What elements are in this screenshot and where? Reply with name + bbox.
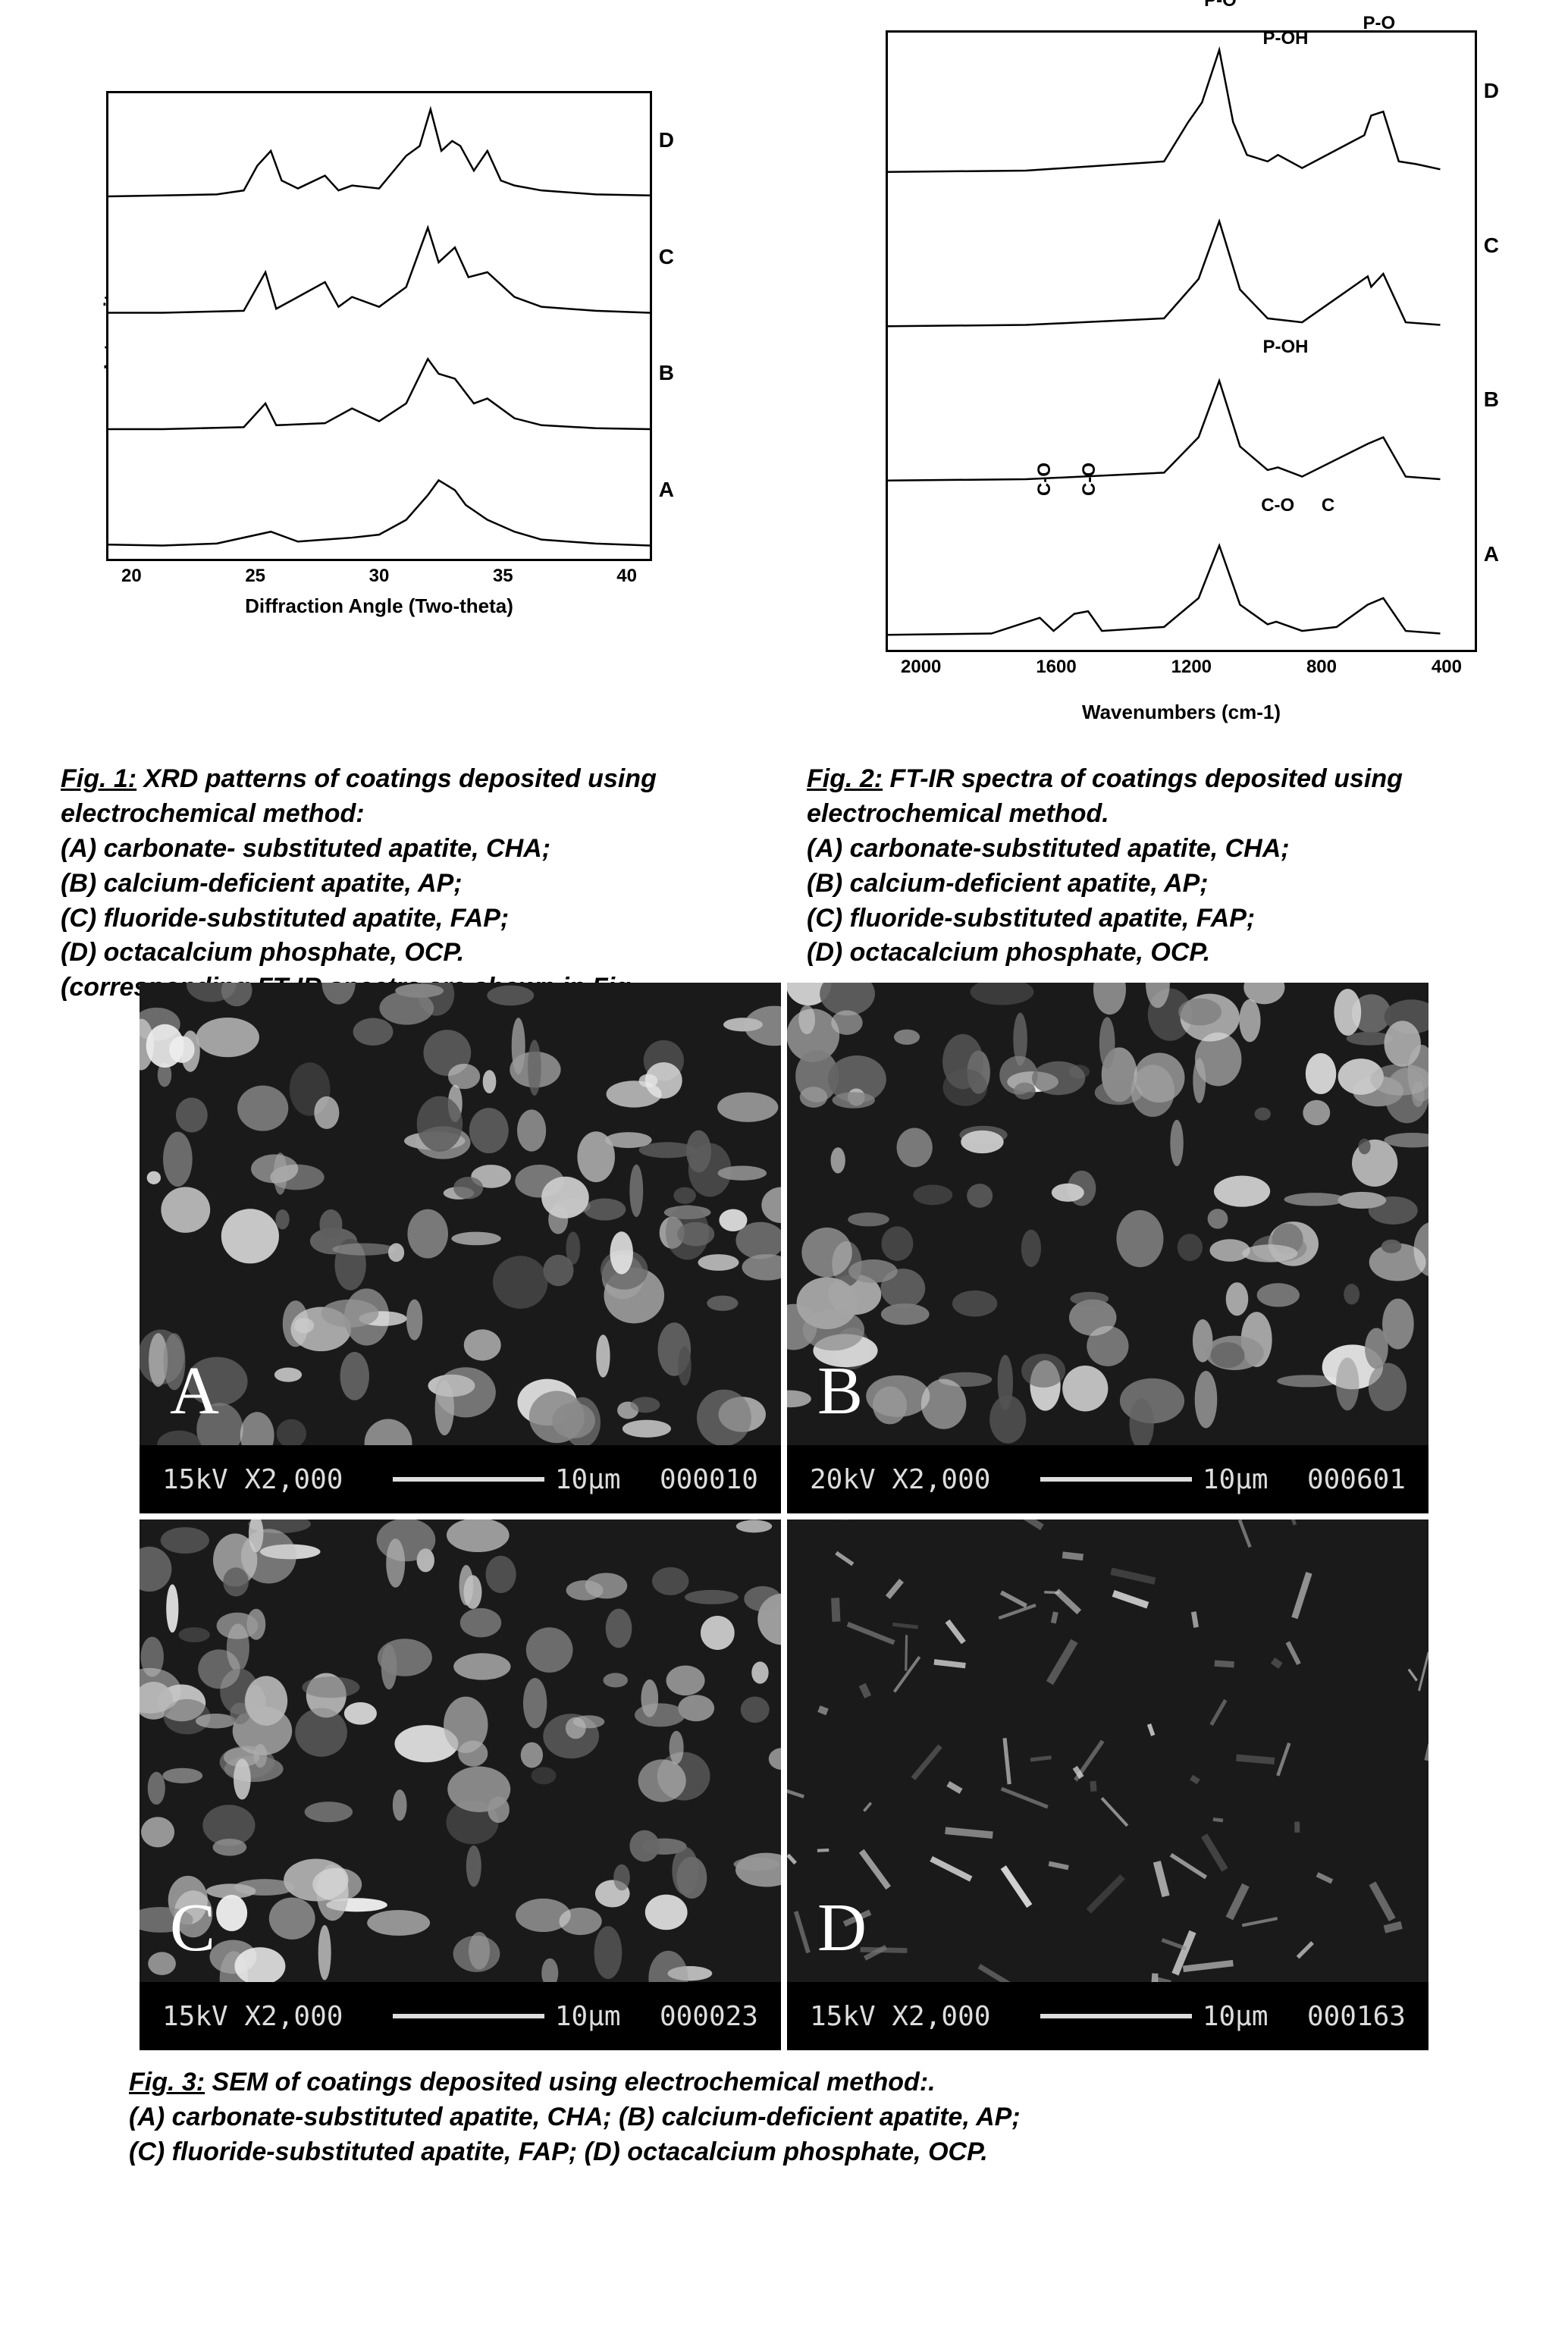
- sem-scale: 10μm: [382, 2001, 621, 2032]
- sem-id: 000163: [1307, 2001, 1406, 2032]
- fig1-caption-label: Fig. 1:: [61, 764, 136, 793]
- chart-svg: [888, 33, 1475, 650]
- sem-letter: D: [817, 1889, 867, 1967]
- series-label-A: A: [1484, 542, 1499, 566]
- caption-line: (C) fluoride-substituted apatite, FAP; (…: [129, 2135, 1439, 2170]
- sem-infobar: 15kV X2,000 10μm 000010: [140, 1445, 781, 1513]
- caption-line: (D) octacalcium phosphate, OCP.: [61, 936, 761, 971]
- sem-texture: [787, 983, 1428, 1513]
- sem-scale: 10μm: [382, 1464, 621, 1495]
- tick-label: 800: [1306, 657, 1337, 678]
- series-C: [108, 227, 650, 312]
- tick-label: 30: [369, 566, 390, 587]
- sem-letter: A: [170, 1352, 219, 1430]
- fig2-xlabel: Wavenumbers (cm-1): [1082, 701, 1281, 724]
- caption-line: (A) carbonate- substituted apatite, CHA;: [61, 832, 761, 867]
- series-label-B: B: [1484, 387, 1499, 412]
- sem-infobar: 20kV X2,000 10μm 000601: [787, 1445, 1428, 1513]
- series-D: [108, 109, 650, 196]
- peak-label: C-O: [1034, 463, 1055, 496]
- sem-panel-B: B 20kV X2,000 10μm 000601: [787, 983, 1428, 1513]
- fig3-caption: Fig. 3: SEM of coatings deposited using …: [61, 2065, 1507, 2170]
- sem-grid: A 15kV X2,000 10μm 000010 B 20kV X2,000 10μm 00…: [140, 983, 1428, 2050]
- fig2-chart: ABCDP-OP-OHP-OP-OHC-OC-OC-OC: [886, 30, 1477, 652]
- charts-row: Intensity ABCD 2025303540 Diffraction An…: [61, 30, 1507, 724]
- sem-letter: C: [170, 1889, 215, 1967]
- peak-label: P-O: [1204, 0, 1237, 11]
- series-label-D: D: [1484, 79, 1499, 103]
- sem-panel-A: A 15kV X2,000 10μm 000010: [140, 983, 781, 1513]
- tick-label: 400: [1432, 657, 1462, 678]
- sem-id: 000010: [660, 1464, 758, 1495]
- peak-label: P-OH: [1262, 337, 1308, 358]
- series-B: [108, 359, 650, 429]
- series-D: [888, 50, 1440, 172]
- series-A: [108, 480, 650, 545]
- series-C: [888, 221, 1440, 326]
- fig2-caption-title: FT-IR spectra of coatings deposited usin…: [807, 764, 1403, 828]
- series-label-C: C: [659, 245, 674, 269]
- sem-texture: [140, 983, 781, 1513]
- sem-kv: 15kV X2,000: [810, 2001, 990, 2032]
- sem-panel-C: C 15kV X2,000 10μm 000023: [140, 1519, 781, 2050]
- fig1-chart: ABCD: [106, 91, 652, 561]
- fig2-caption-label: Fig. 2:: [807, 764, 883, 793]
- sem-texture: [787, 1519, 1428, 2050]
- peak-label: C-O: [1261, 495, 1294, 516]
- series-label-C: C: [1484, 234, 1499, 258]
- fig1-xlabel: Diffraction Angle (Two-theta): [245, 594, 513, 618]
- caption-line: (C) fluoride-substituted apatite, FAP;: [807, 902, 1507, 936]
- peak-label: P-O: [1363, 13, 1396, 34]
- tick-label: 40: [616, 566, 637, 587]
- fig2-caption: Fig. 2: FT-IR spectra of coatings deposi…: [807, 762, 1507, 1005]
- fig1-caption-title: XRD patterns of coatings deposited using…: [61, 764, 657, 828]
- series-label-B: B: [659, 361, 674, 385]
- sem-texture: [140, 1519, 781, 2050]
- peak-label: C-O: [1079, 463, 1100, 496]
- tick-label: 1600: [1036, 657, 1076, 678]
- sem-kv: 15kV X2,000: [162, 1464, 343, 1495]
- fig3-caption-title: SEM of coatings deposited using electroc…: [205, 2068, 936, 2097]
- peak-label: P-OH: [1262, 28, 1308, 49]
- fig3-caption-label: Fig. 3:: [129, 2068, 205, 2097]
- caption-line: (D) octacalcium phosphate, OCP.: [807, 936, 1507, 971]
- sem-id: 000601: [1307, 1464, 1406, 1495]
- sem-scale: 10μm: [1030, 2001, 1269, 2032]
- tick-label: 35: [493, 566, 513, 587]
- captions-row: Fig. 1: XRD patterns of coatings deposit…: [61, 739, 1507, 1005]
- sem-infobar: 15kV X2,000 10μm 000023: [140, 1982, 781, 2050]
- sem-kv: 15kV X2,000: [162, 2001, 343, 2032]
- sem-id: 000023: [660, 2001, 758, 2032]
- caption-line: (C) fluoride-substituted apatite, FAP;: [61, 902, 761, 936]
- fig1-block: Intensity ABCD 2025303540 Diffraction An…: [106, 91, 652, 618]
- chart-svg: [108, 93, 650, 559]
- sem-scale: 10μm: [1030, 1464, 1269, 1495]
- series-B: [888, 381, 1440, 480]
- sem-panel-D: D 15kV X2,000 10μm 000163: [787, 1519, 1428, 2050]
- caption-line: (A) carbonate-substituted apatite, CHA; …: [129, 2100, 1439, 2135]
- fig2-block: Absorbance ABCDP-OP-OHP-OP-OHC-OC-OC-OC …: [886, 30, 1477, 724]
- sem-kv: 20kV X2,000: [810, 1464, 990, 1495]
- tick-label: 25: [245, 566, 265, 587]
- series-A: [888, 546, 1440, 635]
- caption-line: (B) calcium-deficient apatite, AP;: [61, 867, 761, 902]
- tick-label: 1200: [1171, 657, 1212, 678]
- series-label-A: A: [659, 478, 674, 502]
- fig1-caption: Fig. 1: XRD patterns of coatings deposit…: [61, 762, 761, 1005]
- tick-label: 20: [121, 566, 142, 587]
- caption-line: (A) carbonate-substituted apatite, CHA;: [807, 832, 1507, 867]
- sem-letter: B: [817, 1352, 863, 1430]
- caption-line: (B) calcium-deficient apatite, AP;: [807, 867, 1507, 902]
- peak-label: C: [1322, 495, 1334, 516]
- fig2-xticks: 2000 1600 1200 800 400: [886, 657, 1477, 678]
- sem-infobar: 15kV X2,000 10μm 000163: [787, 1982, 1428, 2050]
- series-label-D: D: [659, 128, 674, 152]
- tick-label: 2000: [901, 657, 941, 678]
- fig1-xticks: 20 25 30 35 40: [106, 566, 652, 587]
